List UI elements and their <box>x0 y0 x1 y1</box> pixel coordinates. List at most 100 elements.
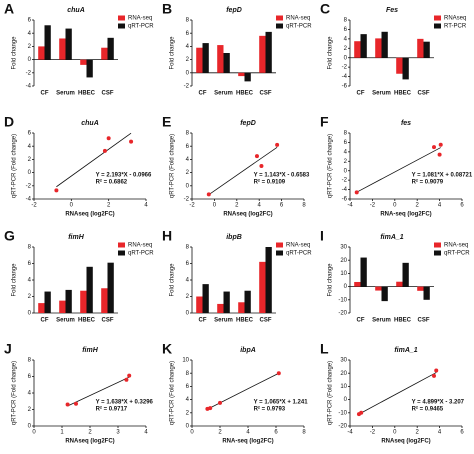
bar <box>223 53 230 73</box>
bar <box>107 262 114 313</box>
x-tick-label: HBEC <box>394 318 412 324</box>
panel-letter: G <box>4 228 15 244</box>
x-tick-label: 4 <box>144 203 148 209</box>
y-tick-label: 30 <box>340 358 347 364</box>
y-tick-label: 2 <box>344 159 348 165</box>
annotation: Y = 1.081*X + 0.08721 <box>412 173 473 179</box>
annotation: R² = 0.9793 <box>254 406 286 413</box>
y-tick-label: -4 <box>342 187 348 193</box>
x-tick-label: 4 <box>258 203 262 209</box>
y-tick-label: 8 <box>344 18 348 24</box>
x-tick-label: CF <box>199 318 207 324</box>
chart-title: fimH <box>82 347 99 354</box>
trend-line <box>67 376 130 407</box>
point <box>218 400 222 405</box>
x-tick-label: -4 <box>347 203 353 209</box>
bar <box>65 28 72 60</box>
chart-title: ibpB <box>226 234 242 241</box>
bar <box>354 281 361 287</box>
y-tick-label: 0 <box>28 57 32 63</box>
panel-letter: D <box>4 114 14 130</box>
y-axis-label: Fold change <box>12 263 18 297</box>
legend-label: RNA-seq <box>444 243 468 249</box>
x-tick-label: -2 <box>370 203 376 209</box>
y-tick-label: 8 <box>28 358 32 364</box>
bar <box>38 303 45 313</box>
bar <box>202 284 209 313</box>
bar <box>244 72 251 82</box>
legend-swatch <box>276 15 283 21</box>
y-tick-label: 4 <box>344 36 348 42</box>
bar <box>238 72 245 77</box>
x-tick-label: 0 <box>393 430 397 436</box>
y-tick-label: 4 <box>186 157 190 163</box>
y-tick-label: 0 <box>344 397 348 403</box>
bar <box>202 43 209 73</box>
chart-title: chuA <box>81 120 99 127</box>
bar <box>423 286 430 300</box>
y-tick-label: -2 <box>342 178 348 184</box>
x-tick-label: 2 <box>416 430 420 436</box>
y-tick-label: 4 <box>28 31 32 37</box>
bar <box>217 45 224 73</box>
x-axis-label: RNA-seq (log2FC) <box>222 439 273 445</box>
point <box>432 145 436 150</box>
x-tick-label: -2 <box>31 203 37 209</box>
x-tick-label: 2 <box>218 430 222 436</box>
point <box>354 190 359 195</box>
y-tick-label: -4 <box>26 197 32 203</box>
y-tick-label: -2 <box>26 183 32 189</box>
legend-label: qRT-PCR <box>286 251 312 257</box>
y-axis-label: qRT-PCR (Fold change) <box>12 361 18 425</box>
x-tick-label: 2 <box>416 203 420 209</box>
point <box>127 373 132 378</box>
x-tick-label: 8 <box>302 203 306 209</box>
y-tick-label: 0 <box>186 183 190 189</box>
bar <box>44 291 51 313</box>
point <box>74 401 78 406</box>
legend-label: RNA-seq <box>286 16 310 22</box>
point <box>254 154 259 159</box>
annotation: R² = 0.9465 <box>412 406 444 413</box>
panel-letter: B <box>162 1 172 17</box>
y-tick-label: 6 <box>344 140 348 146</box>
point <box>434 368 439 373</box>
y-tick-label: 2 <box>28 157 32 163</box>
chart-title: chuA <box>67 7 85 14</box>
legend-label: RNA-seq <box>128 243 152 249</box>
y-tick-label: 0 <box>344 284 348 290</box>
y-tick-label: 10 <box>340 271 347 277</box>
legend-label: qRT-PCR <box>128 24 154 30</box>
chart-title: fimA_1 <box>394 347 417 354</box>
bar <box>402 262 409 287</box>
x-tick-label: HBEC <box>236 91 254 97</box>
bar <box>381 286 388 302</box>
y-tick-label: -10 <box>338 297 347 303</box>
legend-label: qRT-PCR <box>128 251 154 257</box>
panel-letter: C <box>320 1 330 17</box>
x-tick-label: 0 <box>32 430 36 436</box>
y-tick-label: 0 <box>186 311 190 317</box>
y-tick-label: -6 <box>342 197 348 203</box>
legend-swatch <box>118 250 125 256</box>
x-tick-label: -4 <box>347 430 353 436</box>
bar <box>396 57 403 74</box>
bar <box>381 31 388 58</box>
y-tick-label: 4 <box>28 144 32 150</box>
y-tick-label: 6 <box>28 374 32 380</box>
point <box>276 371 281 376</box>
point <box>275 142 280 147</box>
annotation: Y = 2.193*X - 0.0966 <box>96 173 152 179</box>
x-tick-label: 3 <box>116 430 120 436</box>
x-tick-label: 0 <box>213 203 217 209</box>
trend-line <box>208 146 278 195</box>
annotation: R² = 0.9079 <box>412 179 444 186</box>
x-axis-label: RNAseq (log2FC) <box>65 439 114 445</box>
y-tick-label: -2 <box>184 197 190 203</box>
legend-swatch <box>434 23 441 29</box>
y-tick-label: -10 <box>338 410 347 416</box>
bar <box>101 47 108 60</box>
y-tick-label: 2 <box>28 294 32 300</box>
x-tick-label: 6 <box>274 430 278 436</box>
